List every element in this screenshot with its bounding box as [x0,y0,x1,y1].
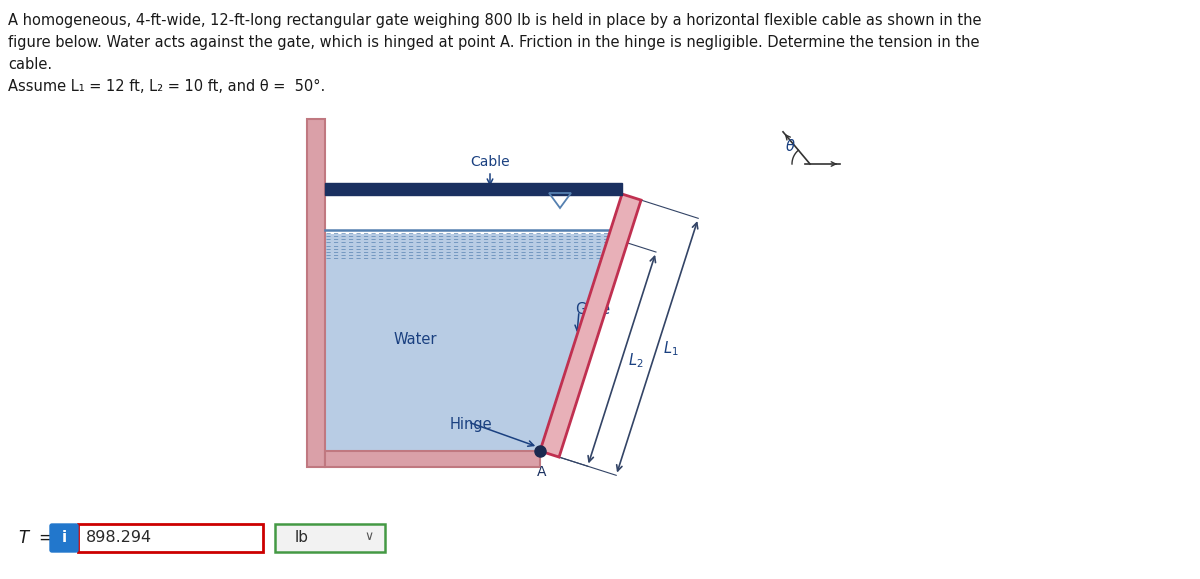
Bar [325,451,540,467]
Text: i: i [61,530,66,545]
Text: $T$  =: $T$ = [18,529,53,547]
Bar [307,119,325,467]
Text: Water: Water [394,332,437,346]
Bar [275,524,385,552]
Text: Assume L₁ = 12 ft, L₂ = 10 ft, and θ =  50°.: Assume L₁ = 12 ft, L₂ = 10 ft, and θ = 5… [8,79,325,94]
Text: 898.294: 898.294 [86,530,152,545]
Bar [78,524,263,552]
Polygon shape [325,234,610,451]
Text: $L_1$: $L_1$ [662,339,678,358]
Text: lb: lb [295,530,310,545]
Text: A homogeneous, 4-ft-wide, 12-ft-long rectangular gate weighing 800 lb is held in: A homogeneous, 4-ft-wide, 12-ft-long rec… [8,13,982,28]
Text: Gate: Gate [575,302,610,317]
Text: $\theta$: $\theta$ [785,138,796,154]
Text: Hinge: Hinge [450,416,493,431]
Text: cable.: cable. [8,57,52,72]
Text: A: A [538,465,547,479]
Text: ∨: ∨ [365,530,373,544]
Text: Cable: Cable [470,155,510,169]
FancyBboxPatch shape [50,524,78,552]
Text: figure below. Water acts against the gate, which is hinged at point A. Friction : figure below. Water acts against the gat… [8,35,979,50]
Polygon shape [540,194,641,457]
Bar [325,183,622,195]
Text: $L_2$: $L_2$ [628,351,643,371]
